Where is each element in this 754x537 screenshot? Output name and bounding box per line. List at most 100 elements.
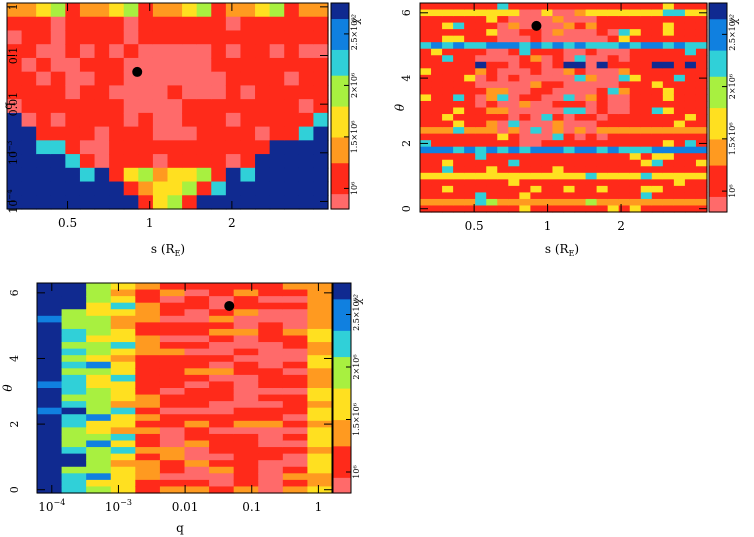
heatmap-cell: [110, 368, 136, 376]
heatmap-cell: [307, 289, 333, 297]
y-tick-label: 0: [8, 486, 21, 493]
heatmap-cell: [453, 179, 465, 187]
heatmap-cell: [442, 172, 454, 180]
heatmap-cell: [109, 181, 125, 196]
colorbar-step: [331, 100, 349, 107]
heatmap-cell: [225, 30, 242, 45]
x-tick-label: 1: [146, 216, 154, 230]
heatmap-cell: [284, 195, 300, 210]
heatmap-cell: [519, 9, 531, 17]
heatmap-cell: [50, 16, 66, 32]
heatmap-cell: [135, 414, 161, 422]
heatmap-cell: [607, 68, 620, 76]
colorbar-step: [709, 81, 727, 88]
heatmap-cell: [585, 61, 598, 69]
heatmap-cell: [209, 289, 235, 297]
heatmap-cell: [79, 140, 96, 155]
heatmap-cell: [152, 30, 169, 45]
heatmap-cell: [442, 35, 454, 43]
heatmap-cell: [282, 486, 309, 494]
heatmap-cell: [282, 420, 309, 428]
heatmap-cell: [420, 48, 432, 56]
heatmap-cell: [298, 30, 315, 45]
heatmap-cell: [497, 48, 509, 56]
heatmap-cell: [152, 167, 169, 183]
heatmap-cell: [684, 179, 697, 187]
colorbar-step: [331, 80, 349, 86]
heatmap-cell: [519, 16, 531, 24]
heatmap-cell: [596, 205, 609, 213]
heatmap-cell: [431, 107, 443, 115]
heatmap-cell: [313, 3, 329, 18]
heatmap-cell: [651, 29, 664, 37]
heatmap-cell: [209, 296, 235, 304]
heatmap-cell: [110, 440, 136, 448]
heatmap-cell: [552, 16, 565, 24]
heatmap-cell: [284, 85, 300, 100]
heatmap-cell: [442, 74, 454, 82]
heatmap-cell: [123, 181, 139, 196]
heatmap-cell: [684, 192, 697, 200]
heatmap-cell: [282, 466, 309, 474]
heatmap-cell: [94, 71, 110, 86]
colorbar-step: [333, 445, 351, 452]
heatmap-cell: [596, 185, 609, 194]
heatmap-cell: [36, 112, 52, 128]
heatmap-cell: [209, 322, 235, 330]
heatmap-cell: [574, 3, 587, 11]
plot-frame: [419, 2, 708, 213]
heatmap-cell: [585, 172, 598, 180]
heatmap-cell: [37, 322, 63, 330]
heatmap-cell: [618, 61, 631, 69]
colorbar-step: [709, 86, 727, 93]
heatmap-cell: [7, 99, 23, 114]
heatmap-cell: [508, 153, 520, 161]
y-axis-label: q: [1, 102, 15, 110]
heatmap-cell: [684, 198, 697, 207]
y-tick-label: 0.01: [7, 92, 20, 117]
heatmap-cell: [209, 335, 235, 343]
heatmap-cell: [110, 355, 136, 363]
heatmap-cell: [629, 22, 642, 30]
heatmap-cell: [211, 112, 227, 128]
colorbar-label: χ²: [353, 294, 364, 305]
heatmap-cell: [420, 198, 432, 207]
heatmap-cell: [182, 181, 198, 196]
heatmap-cell: [258, 374, 284, 383]
heatmap-cell: [662, 68, 675, 76]
heatmap-cell: [618, 87, 631, 96]
heatmap-cell: [135, 440, 161, 448]
heatmap-cell: [563, 166, 576, 174]
heatmap-cell: [519, 185, 531, 194]
heatmap-cell: [673, 166, 686, 174]
heatmap-cell: [563, 153, 576, 161]
heatmap-cell: [307, 479, 333, 488]
heatmap-cell: [307, 309, 333, 317]
heatmap-cell: [574, 159, 587, 167]
colorbar-step: [709, 60, 727, 67]
colorbar-step: [333, 477, 351, 484]
colorbar-step: [331, 203, 349, 210]
heatmap-cell: [61, 328, 87, 337]
best-fit-marker: [531, 20, 542, 31]
heatmap-cell: [629, 100, 642, 109]
heatmap-cell: [37, 283, 63, 291]
heatmap-cell: [497, 114, 509, 122]
heatmap-cell: [79, 154, 96, 169]
heatmap-cell: [442, 185, 454, 194]
heatmap-cell: [269, 195, 285, 210]
heatmap-cell: [552, 22, 565, 30]
heatmap-cell: [519, 68, 531, 76]
colorbar-step: [333, 361, 351, 368]
heatmap-cell: [662, 179, 675, 187]
heatmap-cell: [135, 328, 161, 337]
heatmap-cell: [184, 414, 210, 422]
heatmap-cell: [618, 9, 631, 17]
heatmap-cell: [159, 401, 186, 409]
heatmap-cell: [159, 466, 186, 474]
heatmap-cell: [640, 55, 653, 63]
plot-frame: [6, 2, 329, 210]
heatmap-cell: [196, 140, 212, 155]
heatmap-cell: [109, 3, 125, 18]
heatmap-cell: [79, 71, 96, 86]
